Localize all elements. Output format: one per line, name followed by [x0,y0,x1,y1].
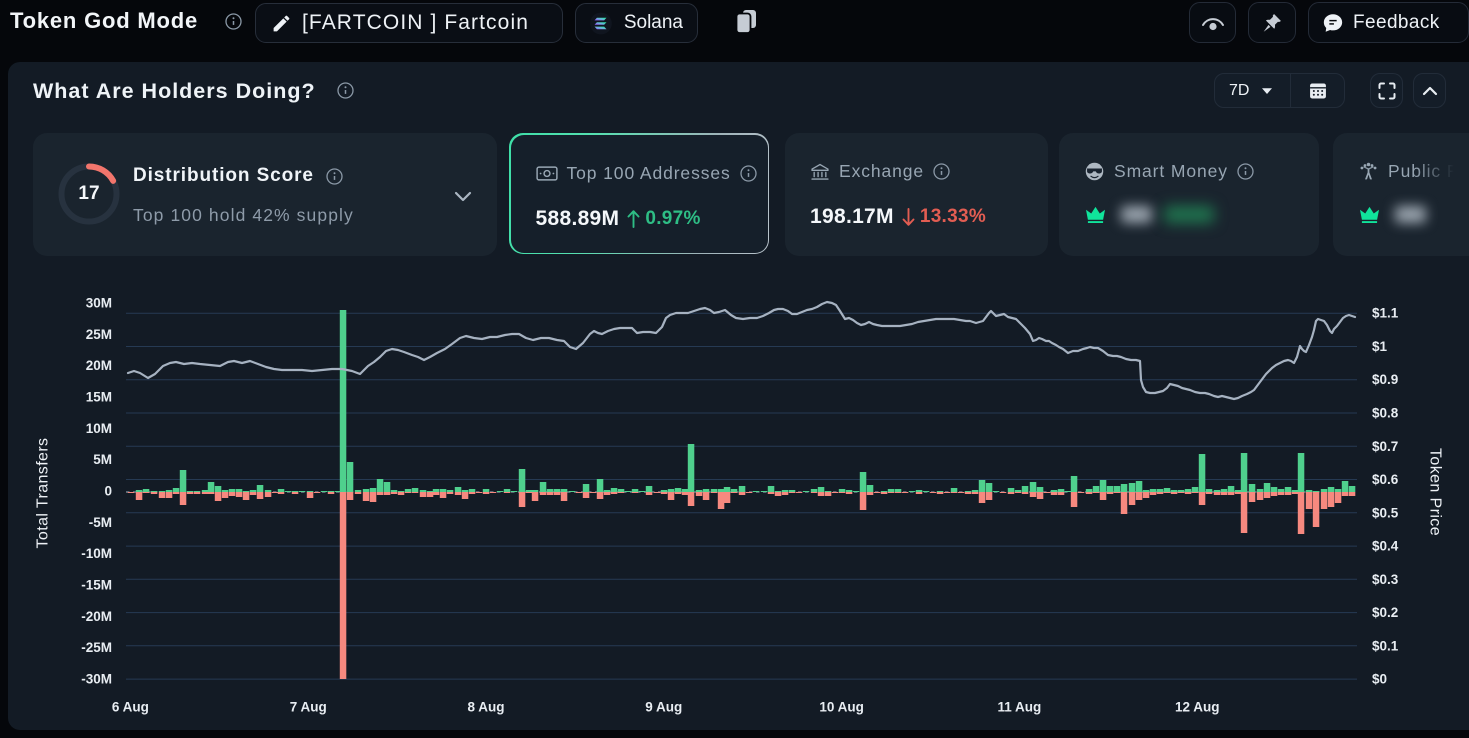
svg-text:$0.1: $0.1 [1372,638,1399,653]
svg-text:6 Aug: 6 Aug [112,700,149,715]
svg-text:$0.4: $0.4 [1372,539,1399,554]
svg-text:5M: 5M [93,452,112,467]
svg-text:$0.8: $0.8 [1372,406,1399,421]
svg-text:$1.1: $1.1 [1372,306,1399,321]
svg-text:$1: $1 [1372,339,1388,354]
svg-text:0: 0 [104,484,112,499]
svg-text:$0.5: $0.5 [1372,505,1399,520]
svg-text:-15M: -15M [81,578,112,593]
svg-text:Total Transfers: Total Transfers [35,438,52,549]
svg-text:-30M: -30M [81,672,112,687]
svg-text:-10M: -10M [81,546,112,561]
svg-text:-20M: -20M [81,609,112,624]
svg-text:$0.2: $0.2 [1372,605,1398,620]
svg-text:$0.9: $0.9 [1372,372,1398,387]
svg-text:$0.3: $0.3 [1372,572,1399,587]
svg-text:Token Price: Token Price [1427,448,1444,536]
svg-text:-25M: -25M [81,640,112,655]
svg-text:12 Aug: 12 Aug [1175,700,1220,715]
svg-text:9 Aug: 9 Aug [645,700,682,715]
svg-text:20M: 20M [86,358,112,373]
svg-text:$0.7: $0.7 [1372,439,1398,454]
svg-text:$0.6: $0.6 [1372,472,1399,487]
svg-text:$0: $0 [1372,672,1387,687]
svg-text:-5M: -5M [89,515,112,530]
svg-text:7 Aug: 7 Aug [290,700,327,715]
svg-text:15M: 15M [86,390,112,405]
svg-text:8 Aug: 8 Aug [468,700,505,715]
svg-text:10 Aug: 10 Aug [819,700,864,715]
svg-text:30M: 30M [86,296,112,311]
svg-text:25M: 25M [86,327,112,342]
svg-text:11 Aug: 11 Aug [998,700,1042,715]
svg-text:10M: 10M [86,421,112,436]
